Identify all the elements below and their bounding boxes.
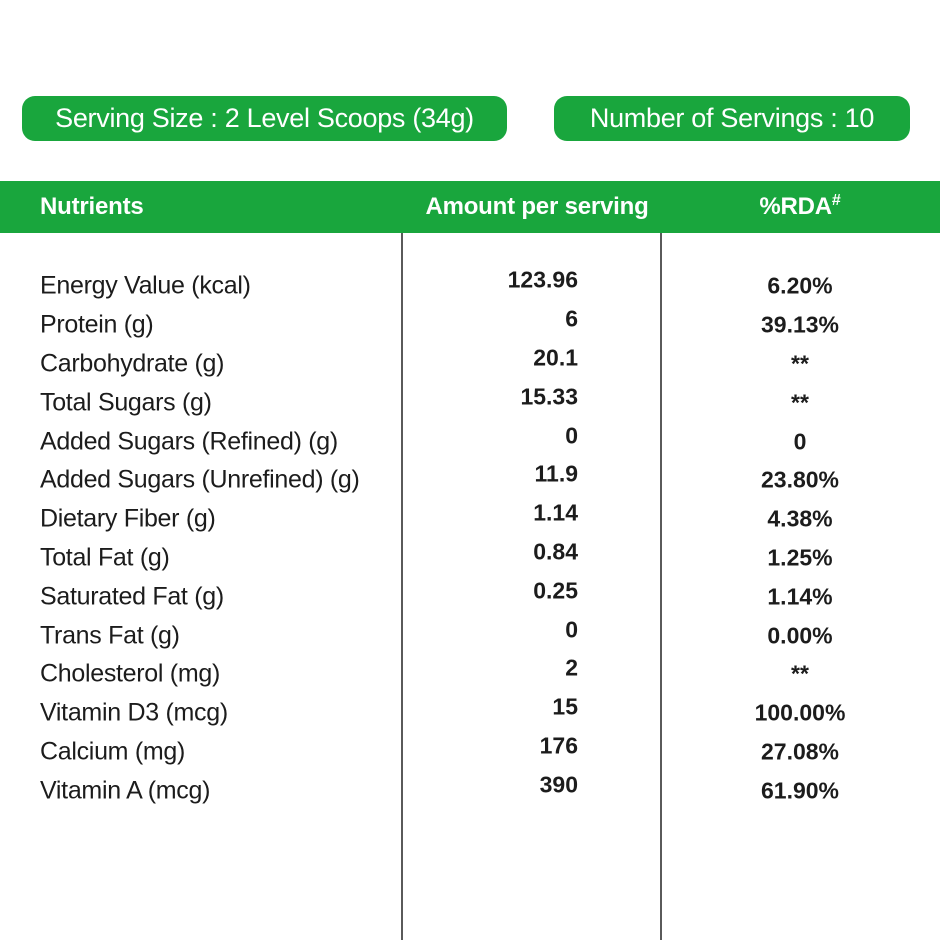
row-rda-value: 4.38% — [767, 505, 833, 532]
row-rda-value: 27.08% — [760, 738, 839, 765]
row-amount-value: 20.1 — [533, 344, 578, 371]
table-row: Dietary Fiber (g) 1.14 4.38% — [0, 500, 940, 539]
column-header-nutrients: Nutrients — [40, 193, 144, 220]
table-row: Protein (g) 6 39.13% — [0, 306, 940, 345]
column-divider-right — [660, 233, 662, 940]
table-row: Cholesterol (mg) 2 ** — [0, 655, 940, 694]
row-rda-value: 0 — [793, 428, 807, 455]
table-row: Calcium (mg) 176 27.08% — [0, 732, 940, 772]
row-rda-value: ** — [791, 389, 809, 416]
row-amount-value: 15.33 — [520, 383, 578, 410]
column-divider-left — [401, 233, 403, 940]
column-header-amount-per-serving: Amount per serving — [425, 193, 649, 220]
row-amount-value: 390 — [539, 771, 578, 798]
row-rda-value: ** — [791, 350, 809, 377]
row-nutrient-label: Protein (g) — [40, 310, 154, 339]
number-of-servings-pill: Number of Servings : 10 — [554, 96, 910, 141]
serving-size-pill: Serving Size : 2 Level Scoops (34g) — [22, 96, 507, 141]
row-amount-value: 123.96 — [507, 266, 578, 293]
row-amount-value: 11.9 — [534, 460, 579, 487]
row-nutrient-label: Calcium (mg) — [40, 737, 186, 766]
row-nutrient-label: Added Sugars (Refined) (g) — [40, 427, 338, 456]
table-row: Saturated Fat (g) 0.25 1.14% — [0, 577, 940, 616]
row-amount-value: 0 — [565, 616, 578, 643]
table-row: Energy Value (kcal) 123.96 6.20% — [0, 267, 940, 306]
row-rda-value: 6.20% — [767, 272, 833, 299]
row-rda-value: 23.80% — [760, 466, 839, 493]
table-row: Added Sugars (Refined) (g) 0 0 — [0, 422, 940, 461]
row-nutrient-label: Carbohydrate (g) — [40, 349, 225, 378]
column-header-rda: %RDA # — [759, 192, 841, 221]
row-nutrient-label: Saturated Fat (g) — [40, 582, 224, 611]
serving-size-pill-label: Serving Size : 2 Level Scoops (34g) — [55, 103, 474, 133]
row-rda-value: 1.25% — [767, 544, 833, 571]
number-of-servings-pill-label: Number of Servings : 10 — [589, 103, 875, 133]
nutrients-table-body: Energy Value (kcal) 123.96 6.20% Protein (g… — [0, 267, 940, 810]
row-nutrient-label: Vitamin D3 (mcg) — [40, 698, 228, 727]
table-row: Carbohydrate (g) 20.1 ** — [0, 344, 940, 384]
row-amount-value: 15 — [552, 693, 578, 720]
table-row: Added Sugars (Unrefined) (g) 11.9 23.80% — [0, 461, 940, 500]
row-nutrient-label: Added Sugars (Unrefined) (g) — [40, 465, 360, 494]
row-nutrient-label: Energy Value (kcal) — [40, 271, 251, 300]
row-amount-value: 0.84 — [533, 538, 578, 565]
row-nutrient-label: Total Sugars (g) — [40, 388, 212, 417]
row-amount-value: 1.14 — [533, 499, 578, 526]
row-rda-value: ** — [791, 660, 809, 687]
row-amount-value: 0.25 — [533, 577, 578, 604]
table-row: Total Fat (g) 0.84 1.25% — [0, 538, 940, 578]
row-nutrient-label: Cholesterol (mg) — [40, 659, 220, 688]
row-rda-value: 39.13% — [760, 311, 839, 338]
row-rda-value: 100.00% — [754, 699, 846, 726]
row-rda-value: 1.14% — [767, 583, 833, 610]
row-amount-value: 0 — [565, 422, 578, 449]
table-row: Vitamin A (mcg) 390 61.90% — [0, 771, 940, 810]
row-amount-value: 176 — [539, 732, 578, 759]
row-rda-value: 61.90% — [760, 777, 839, 804]
row-amount-value: 6 — [565, 305, 578, 332]
table-row: Total Sugars (g) 15.33 ** — [0, 383, 940, 422]
table-row: Vitamin D3 (mcg) 15 100.00% — [0, 694, 940, 733]
row-nutrient-label: Vitamin A (mcg) — [40, 776, 211, 805]
row-nutrient-label: Total Fat (g) — [40, 543, 170, 572]
row-nutrient-label: Dietary Fiber (g) — [40, 504, 216, 533]
row-amount-value: 2 — [565, 654, 578, 681]
table-header-band: Nutrients Amount per serving %RDA # — [0, 181, 940, 233]
rda-header-text: %RDA — [759, 193, 832, 220]
row-rda-value: 0.00% — [767, 622, 833, 649]
table-row: Trans Fat (g) 0 0.00% — [0, 616, 940, 655]
row-nutrient-label: Trans Fat (g) — [40, 621, 180, 650]
